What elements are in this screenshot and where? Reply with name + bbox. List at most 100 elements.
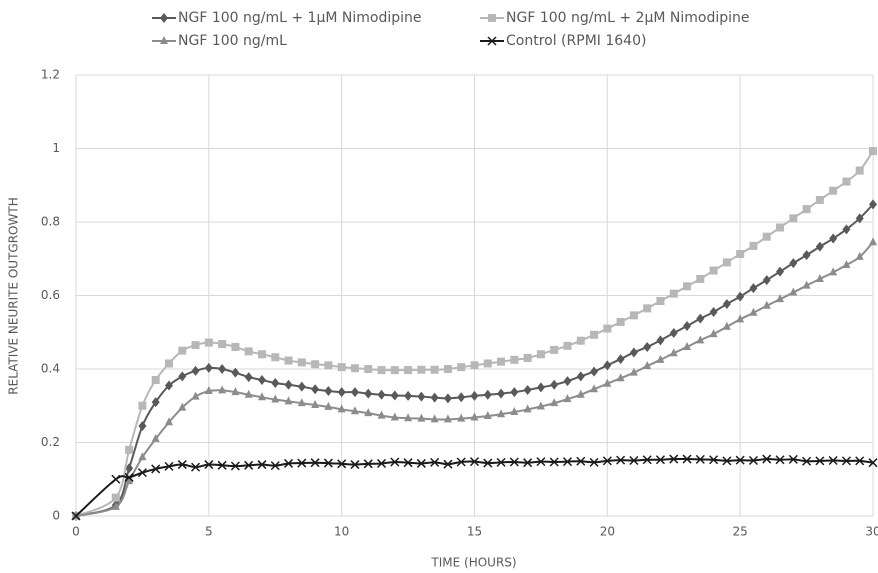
marker (696, 274, 705, 283)
marker (776, 294, 785, 303)
marker (749, 241, 758, 250)
marker (829, 267, 838, 276)
marker (231, 387, 240, 396)
marker (629, 455, 639, 466)
legend-label: Control (RPMI 1640) (506, 33, 646, 49)
marker (656, 354, 665, 363)
marker (576, 336, 585, 345)
marker (364, 365, 373, 373)
marker (709, 307, 718, 318)
x-tick-label: 30 (865, 525, 878, 539)
marker (722, 321, 731, 330)
marker (138, 420, 147, 431)
marker (536, 401, 545, 410)
marker (523, 384, 532, 395)
marker (695, 454, 705, 464)
marker (682, 454, 692, 464)
marker (869, 147, 877, 156)
marker (470, 412, 479, 421)
marker (683, 341, 692, 350)
marker (510, 387, 519, 398)
marker (802, 250, 811, 261)
marker (563, 341, 572, 350)
marker (311, 400, 320, 409)
marker (736, 249, 745, 258)
marker (376, 458, 387, 468)
marker (178, 346, 187, 355)
marker (602, 456, 612, 466)
x-tick-label: 10 (334, 525, 349, 539)
marker (510, 355, 519, 364)
marker (470, 361, 479, 370)
marker (762, 300, 771, 309)
marker (311, 384, 320, 395)
marker (151, 464, 161, 474)
marker (337, 363, 346, 372)
marker (469, 457, 480, 467)
marker (550, 345, 559, 354)
marker (377, 410, 386, 419)
marker (562, 457, 573, 467)
marker (656, 297, 665, 306)
marker (160, 13, 168, 23)
marker (244, 460, 254, 470)
marker (443, 365, 452, 373)
marker (390, 412, 399, 421)
marker (137, 468, 147, 478)
marker (244, 389, 253, 398)
y-tick-label: 0 (52, 509, 60, 523)
marker (709, 266, 718, 275)
marker (111, 501, 120, 510)
marker (124, 472, 134, 482)
marker (616, 373, 625, 382)
marker (457, 413, 466, 422)
marker (231, 367, 240, 378)
marker (855, 251, 864, 260)
marker (776, 223, 785, 232)
y-axis-label: RELATIVE NEURITE OUTGROWTH (7, 197, 21, 394)
marker (404, 413, 413, 422)
marker (829, 186, 838, 195)
marker (523, 458, 533, 468)
marker (231, 342, 240, 351)
marker (430, 365, 439, 374)
marker (417, 391, 426, 402)
marker (125, 476, 134, 485)
x-tick-label: 25 (733, 525, 748, 539)
marker (656, 335, 665, 346)
marker (497, 388, 506, 399)
y-tick-label: 1.2 (41, 68, 60, 82)
marker (417, 365, 426, 374)
x-tick-label: 15 (467, 525, 482, 539)
marker (776, 266, 785, 277)
marker (841, 456, 851, 466)
marker (284, 396, 293, 405)
marker (311, 360, 320, 369)
legend-item: NGF 100 ng/mL + 1μM Nimodipine (152, 10, 422, 26)
marker (178, 371, 187, 382)
marker (297, 458, 307, 468)
marker (297, 398, 306, 407)
marker (178, 402, 187, 411)
marker (642, 455, 652, 465)
marker (310, 458, 320, 468)
marker (603, 360, 612, 371)
marker (722, 258, 731, 267)
marker (191, 341, 200, 350)
marker (669, 348, 678, 357)
marker (683, 321, 692, 332)
marker (337, 387, 346, 398)
marker (629, 347, 638, 358)
marker (297, 381, 306, 392)
marker (284, 379, 293, 390)
marker (523, 404, 532, 413)
marker (576, 456, 586, 466)
marker (217, 460, 227, 470)
marker (789, 214, 798, 223)
marker (869, 199, 877, 210)
marker (160, 36, 168, 44)
y-tick-label: 0.2 (41, 435, 60, 449)
marker (523, 353, 532, 362)
marker (603, 378, 612, 387)
